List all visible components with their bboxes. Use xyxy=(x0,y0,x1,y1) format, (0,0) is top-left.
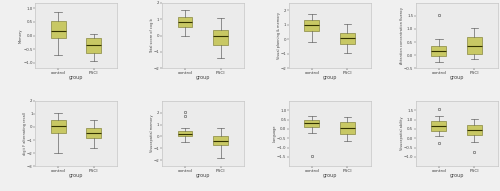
PathPatch shape xyxy=(304,19,320,31)
X-axis label: group: group xyxy=(450,173,464,178)
PathPatch shape xyxy=(304,120,320,127)
PathPatch shape xyxy=(432,46,446,56)
PathPatch shape xyxy=(213,136,228,145)
PathPatch shape xyxy=(50,121,66,133)
Y-axis label: Attention concentration fluency: Attention concentration fluency xyxy=(400,7,404,64)
PathPatch shape xyxy=(86,128,101,138)
PathPatch shape xyxy=(86,38,101,53)
X-axis label: group: group xyxy=(322,75,337,80)
PathPatch shape xyxy=(178,17,192,27)
PathPatch shape xyxy=(340,122,355,134)
PathPatch shape xyxy=(178,131,192,136)
X-axis label: group: group xyxy=(450,75,464,80)
Y-axis label: Visual planning & memory: Visual planning & memory xyxy=(276,12,280,59)
X-axis label: group: group xyxy=(196,173,210,178)
X-axis label: group: group xyxy=(68,173,83,178)
PathPatch shape xyxy=(467,125,482,135)
X-axis label: group: group xyxy=(322,173,337,178)
Y-axis label: Language: Language xyxy=(273,125,277,142)
X-axis label: group: group xyxy=(68,75,83,80)
PathPatch shape xyxy=(340,33,355,44)
Y-axis label: digit F alternating recall: digit F alternating recall xyxy=(23,112,27,155)
PathPatch shape xyxy=(213,30,228,45)
PathPatch shape xyxy=(50,21,66,38)
Y-axis label: Visuospatial memory: Visuospatial memory xyxy=(150,115,154,152)
Y-axis label: Total score of cog b: Total score of cog b xyxy=(150,18,154,53)
PathPatch shape xyxy=(467,37,482,54)
Y-axis label: Visuospatial ability: Visuospatial ability xyxy=(400,117,404,150)
PathPatch shape xyxy=(432,121,446,131)
Y-axis label: Memory: Memory xyxy=(19,28,23,43)
X-axis label: group: group xyxy=(196,75,210,80)
